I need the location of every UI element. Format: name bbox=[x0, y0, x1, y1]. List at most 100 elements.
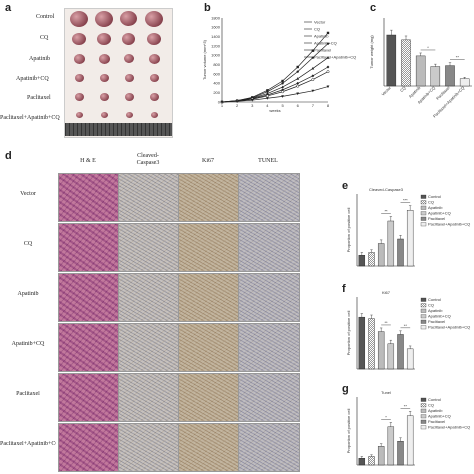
bar bbox=[406, 210, 414, 267]
x-axis-title: weeks bbox=[269, 108, 280, 113]
legend-label: Paclitaxel+Apatinib+CQ bbox=[428, 425, 470, 430]
y-tick-label: 1600 bbox=[211, 25, 221, 30]
data-point bbox=[281, 90, 285, 94]
legend-swatch bbox=[420, 303, 427, 308]
bar bbox=[397, 441, 404, 466]
bar bbox=[386, 34, 397, 87]
bar bbox=[397, 238, 404, 267]
legend-swatch bbox=[420, 425, 427, 430]
bar bbox=[406, 348, 414, 370]
legend-label: Apatinib bbox=[428, 205, 443, 210]
y-tick-label: 400 bbox=[213, 81, 220, 86]
legend-swatch bbox=[420, 325, 427, 330]
histology-panel: H & E Cleaved- Caspase3 Ki67 TUNEL Vecto… bbox=[0, 153, 340, 474]
row-label-paclitaxel: Paclitaxel bbox=[27, 95, 51, 101]
legend-swatch bbox=[420, 419, 427, 424]
data-point bbox=[266, 89, 269, 92]
legend-swatch bbox=[420, 403, 427, 408]
data-point bbox=[281, 82, 284, 85]
data-point bbox=[311, 74, 315, 78]
chart-title: Cleaved-Caspase3 bbox=[369, 187, 404, 192]
series-line bbox=[221, 86, 329, 103]
y-tick-label: 1200 bbox=[211, 43, 221, 48]
bar bbox=[387, 220, 395, 267]
data-point bbox=[296, 81, 300, 85]
row-label-triple: Paclitaxel+Apatinib+CQ bbox=[0, 115, 60, 121]
histology-image-he bbox=[58, 323, 120, 372]
panel-letter-d: d bbox=[5, 150, 12, 162]
data-point bbox=[235, 100, 239, 103]
bar bbox=[368, 318, 375, 370]
bar bbox=[415, 55, 426, 87]
bar bbox=[358, 316, 366, 370]
legend-label: Apatinib bbox=[428, 308, 443, 313]
legend-swatch bbox=[420, 297, 427, 302]
histology-image-ki67 bbox=[178, 373, 240, 422]
bar bbox=[377, 243, 385, 267]
significance-label: *** bbox=[403, 198, 408, 203]
data-point bbox=[281, 95, 284, 98]
row-label-cq: CQ bbox=[40, 35, 49, 41]
legend-label: Apatinib+CQ bbox=[428, 314, 451, 319]
row-label-control: Control bbox=[36, 14, 55, 20]
legend-label: Apatinib+CQ bbox=[314, 40, 337, 45]
histology-image-tunel bbox=[238, 323, 300, 372]
data-point bbox=[281, 85, 284, 89]
legend-label: Control bbox=[428, 194, 441, 199]
legend-label: Paclitaxel+Apatinib+CQ bbox=[428, 325, 470, 330]
data-point bbox=[296, 77, 300, 80]
series-line bbox=[221, 66, 329, 103]
x-tick-label: 5 bbox=[281, 103, 284, 108]
histology-image-caspase3 bbox=[118, 423, 180, 472]
caspase3-chart: Cleaved-Caspase3 Proportion of positive c… bbox=[346, 187, 470, 267]
bar bbox=[430, 66, 441, 87]
col-header-ki67: Ki67 bbox=[202, 158, 214, 164]
significance-label: * bbox=[427, 45, 429, 50]
legend-label: Apatinib+CQ bbox=[428, 211, 451, 216]
panel-letter-g: g bbox=[342, 383, 349, 395]
histology-row-label: Vector bbox=[20, 191, 36, 197]
bar bbox=[358, 254, 366, 267]
y-axis-title: Proportion of positive cell bbox=[346, 409, 351, 454]
data-point bbox=[296, 70, 299, 73]
histology-image-caspase3 bbox=[118, 373, 180, 422]
bar bbox=[358, 457, 366, 466]
histology-image-caspase3 bbox=[118, 273, 180, 322]
legend-label: Apatinib bbox=[314, 33, 329, 38]
x-tick-label: CQ bbox=[399, 85, 407, 93]
x-tick-label: Vector bbox=[380, 85, 392, 97]
histology-image-ki67 bbox=[178, 173, 240, 222]
panel-letter-e: e bbox=[342, 180, 349, 192]
y-axis-title: Tumor volume (mm^3) bbox=[202, 39, 207, 80]
bar bbox=[377, 446, 385, 466]
legend-swatch bbox=[420, 414, 427, 419]
legend-swatch bbox=[420, 408, 427, 413]
histology-image-caspase3 bbox=[118, 223, 180, 272]
histology-image-tunel bbox=[238, 423, 300, 472]
bar bbox=[397, 334, 404, 370]
data-point bbox=[311, 78, 315, 82]
y-tick-label: 0 bbox=[218, 99, 221, 104]
significance-label: ** bbox=[456, 55, 460, 60]
legend-swatch bbox=[420, 314, 427, 319]
significance-label: ** bbox=[384, 209, 388, 214]
legend-swatch bbox=[420, 222, 427, 227]
bar bbox=[406, 415, 414, 466]
chart-title: Tunel bbox=[381, 390, 391, 395]
chart-title: Ki67 bbox=[382, 290, 391, 295]
histology-image-ki67 bbox=[178, 223, 240, 272]
legend-label: Control bbox=[428, 397, 441, 402]
data-point bbox=[296, 84, 300, 88]
significance-label: ** bbox=[404, 403, 408, 408]
data-point bbox=[326, 85, 330, 89]
row-label-apatinib: Apatinib bbox=[29, 56, 50, 62]
histology-row-label: Apatinib bbox=[17, 291, 39, 297]
data-point bbox=[311, 56, 315, 59]
tumor-weight-chart: Tumor weight (mg)Vector CQ ApatinibApatini… bbox=[369, 18, 472, 119]
histology-row-label: Paclitaxel bbox=[16, 391, 40, 397]
histology-image-ki67 bbox=[178, 423, 240, 472]
y-tick-label: 200 bbox=[213, 90, 220, 95]
legend-label: Control bbox=[428, 297, 441, 302]
y-axis-title: Proportion of positive cell bbox=[346, 311, 351, 356]
series-line bbox=[221, 43, 329, 103]
